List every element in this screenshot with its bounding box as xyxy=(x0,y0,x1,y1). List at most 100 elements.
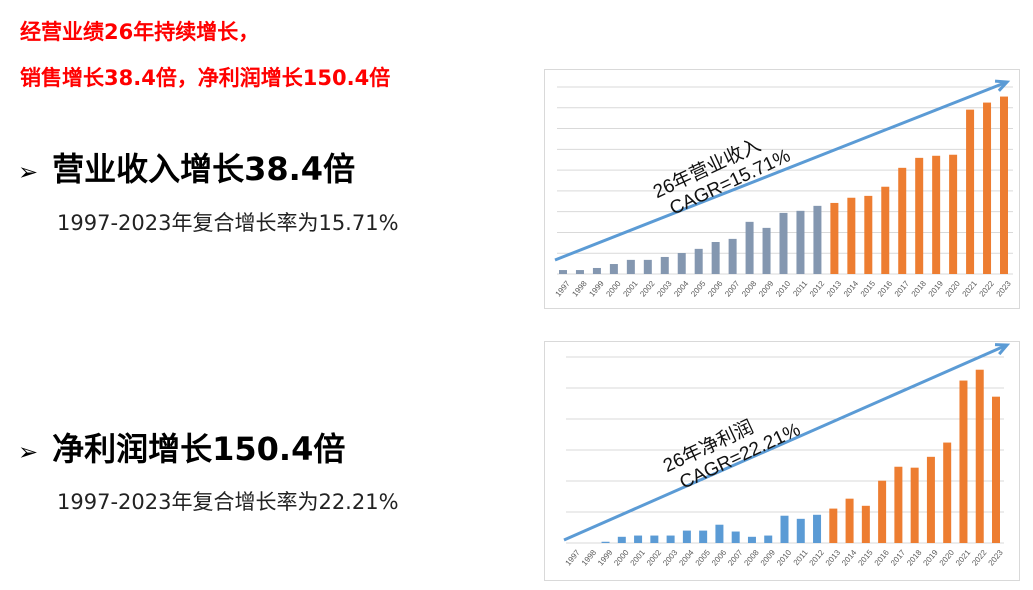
x-tick-label: 2010 xyxy=(774,279,793,299)
bar-2021 xyxy=(966,109,975,274)
x-tick-label: 2023 xyxy=(986,548,1005,568)
bar-2004 xyxy=(682,530,691,543)
bar-2011 xyxy=(796,518,805,543)
x-tick-label: 2005 xyxy=(689,279,708,299)
bar-2008 xyxy=(745,221,754,274)
bar-2005 xyxy=(699,530,708,543)
x-tick-label: 2018 xyxy=(910,279,929,299)
section1-title: 营业收入增长38.4倍 xyxy=(52,150,356,188)
x-tick-label: 2008 xyxy=(742,548,761,568)
x-tick-label: 2001 xyxy=(629,548,648,568)
bar-2012 xyxy=(813,514,822,543)
x-tick-label: 2003 xyxy=(661,548,680,568)
bar-2017 xyxy=(894,466,903,543)
x-tick-label: 2019 xyxy=(921,548,940,568)
bar-2006 xyxy=(711,242,720,274)
arrow-head-icon xyxy=(994,343,1011,356)
bar-1997 xyxy=(559,270,567,274)
headline-line2: 销售增长38.4倍，净利润增长150.4倍 xyxy=(20,66,391,90)
bar-2023 xyxy=(992,396,1000,543)
headline-line1: 经营业绩26年持续增长， xyxy=(20,20,260,44)
x-tick-label: 2013 xyxy=(825,279,844,299)
bar-2002 xyxy=(643,259,652,274)
x-tick-label: 2016 xyxy=(876,279,895,299)
x-tick-label: 2014 xyxy=(842,279,861,299)
bar-2014 xyxy=(847,197,856,274)
x-tick-label: 2022 xyxy=(978,279,997,299)
x-tick-label: 2004 xyxy=(677,548,696,568)
x-tick-label: 2011 xyxy=(791,279,809,298)
x-tick-label: 2015 xyxy=(859,279,878,299)
bar-2020 xyxy=(949,154,958,274)
x-tick-label: 2002 xyxy=(638,279,657,299)
x-tick-label: 2004 xyxy=(672,279,691,299)
trend-arrow xyxy=(563,343,1008,542)
section1-title-row: ➢ 营业收入增长38.4倍 xyxy=(18,144,355,190)
bar-2008 xyxy=(747,536,756,543)
bar-2009 xyxy=(764,535,773,543)
bar-1998 xyxy=(575,270,584,274)
x-tick-label: 2016 xyxy=(873,548,892,568)
x-tick-label: 2021 xyxy=(954,548,973,568)
x-tick-label: 2013 xyxy=(824,548,843,568)
x-tick-label: 1998 xyxy=(580,548,599,568)
bar-2012 xyxy=(813,205,822,274)
bar-2019 xyxy=(926,456,935,543)
x-tick-label: 2012 xyxy=(808,548,827,568)
x-tick-label: 2003 xyxy=(655,279,674,299)
bar-1999 xyxy=(592,267,601,274)
x-tick-label: 2015 xyxy=(856,548,875,568)
x-tick-label: 2022 xyxy=(970,548,989,568)
bar-2021 xyxy=(959,380,968,543)
bar-2000 xyxy=(617,536,626,543)
profit-chart: 1997 1998 1999 2000 2001 2002 2003 2004 2005 2006… xyxy=(544,341,1020,581)
section2-title-row: ➢ 净利润增长150.4倍 xyxy=(18,424,345,470)
x-tick-label: 2006 xyxy=(706,279,725,299)
x-tick-label: 2019 xyxy=(927,279,946,299)
bar-2019 xyxy=(932,155,941,274)
x-tick-label: 2011 xyxy=(792,548,810,567)
bar-2018 xyxy=(915,157,924,274)
bar-2003 xyxy=(666,535,675,543)
bar-2001 xyxy=(634,535,643,543)
x-tick-label: 2021 xyxy=(961,279,980,299)
bar-2004 xyxy=(677,253,686,274)
profit-chart-svg: 1997199819992000200120022003200420052006… xyxy=(563,343,1011,568)
x-tick-label: 2020 xyxy=(944,279,963,299)
x-tick-label: 2012 xyxy=(808,279,827,299)
bar-2011 xyxy=(796,210,805,274)
x-tick-label: 2020 xyxy=(938,548,957,568)
arrow-bullet-icon: ➢ xyxy=(18,438,39,466)
bar-2010 xyxy=(779,212,788,274)
x-tick-label: 2008 xyxy=(740,279,759,299)
bar-2015 xyxy=(861,505,870,543)
bar-2002 xyxy=(650,535,659,543)
x-tick-label: 2017 xyxy=(889,548,908,568)
x-tick-label: 2007 xyxy=(723,279,742,299)
bar-2013 xyxy=(830,202,839,274)
bar-2009 xyxy=(762,227,771,274)
bar-2000 xyxy=(609,264,618,274)
bar-2018 xyxy=(910,467,919,543)
bar-2016 xyxy=(878,480,887,543)
x-tick-label: 1999 xyxy=(596,548,615,568)
bar-2010 xyxy=(780,515,789,543)
bar-2013 xyxy=(829,508,838,543)
bar-2017 xyxy=(898,167,907,274)
arrow-head-icon xyxy=(994,79,1011,92)
bar-2007 xyxy=(728,238,737,274)
bar-2003 xyxy=(660,256,669,274)
x-tick-label: 1997 xyxy=(553,279,572,299)
bar-2001 xyxy=(626,259,635,274)
x-tick-label: 1998 xyxy=(570,279,589,299)
x-tick-label: 2007 xyxy=(726,548,745,568)
x-tick-label: 2000 xyxy=(612,548,631,568)
x-tick-label: 2010 xyxy=(775,548,794,568)
x-tick-label: 2017 xyxy=(893,279,912,299)
bar-2022 xyxy=(983,102,992,274)
bar-2006 xyxy=(715,524,724,543)
bar-2005 xyxy=(694,248,703,274)
bar-1999 xyxy=(601,541,610,543)
